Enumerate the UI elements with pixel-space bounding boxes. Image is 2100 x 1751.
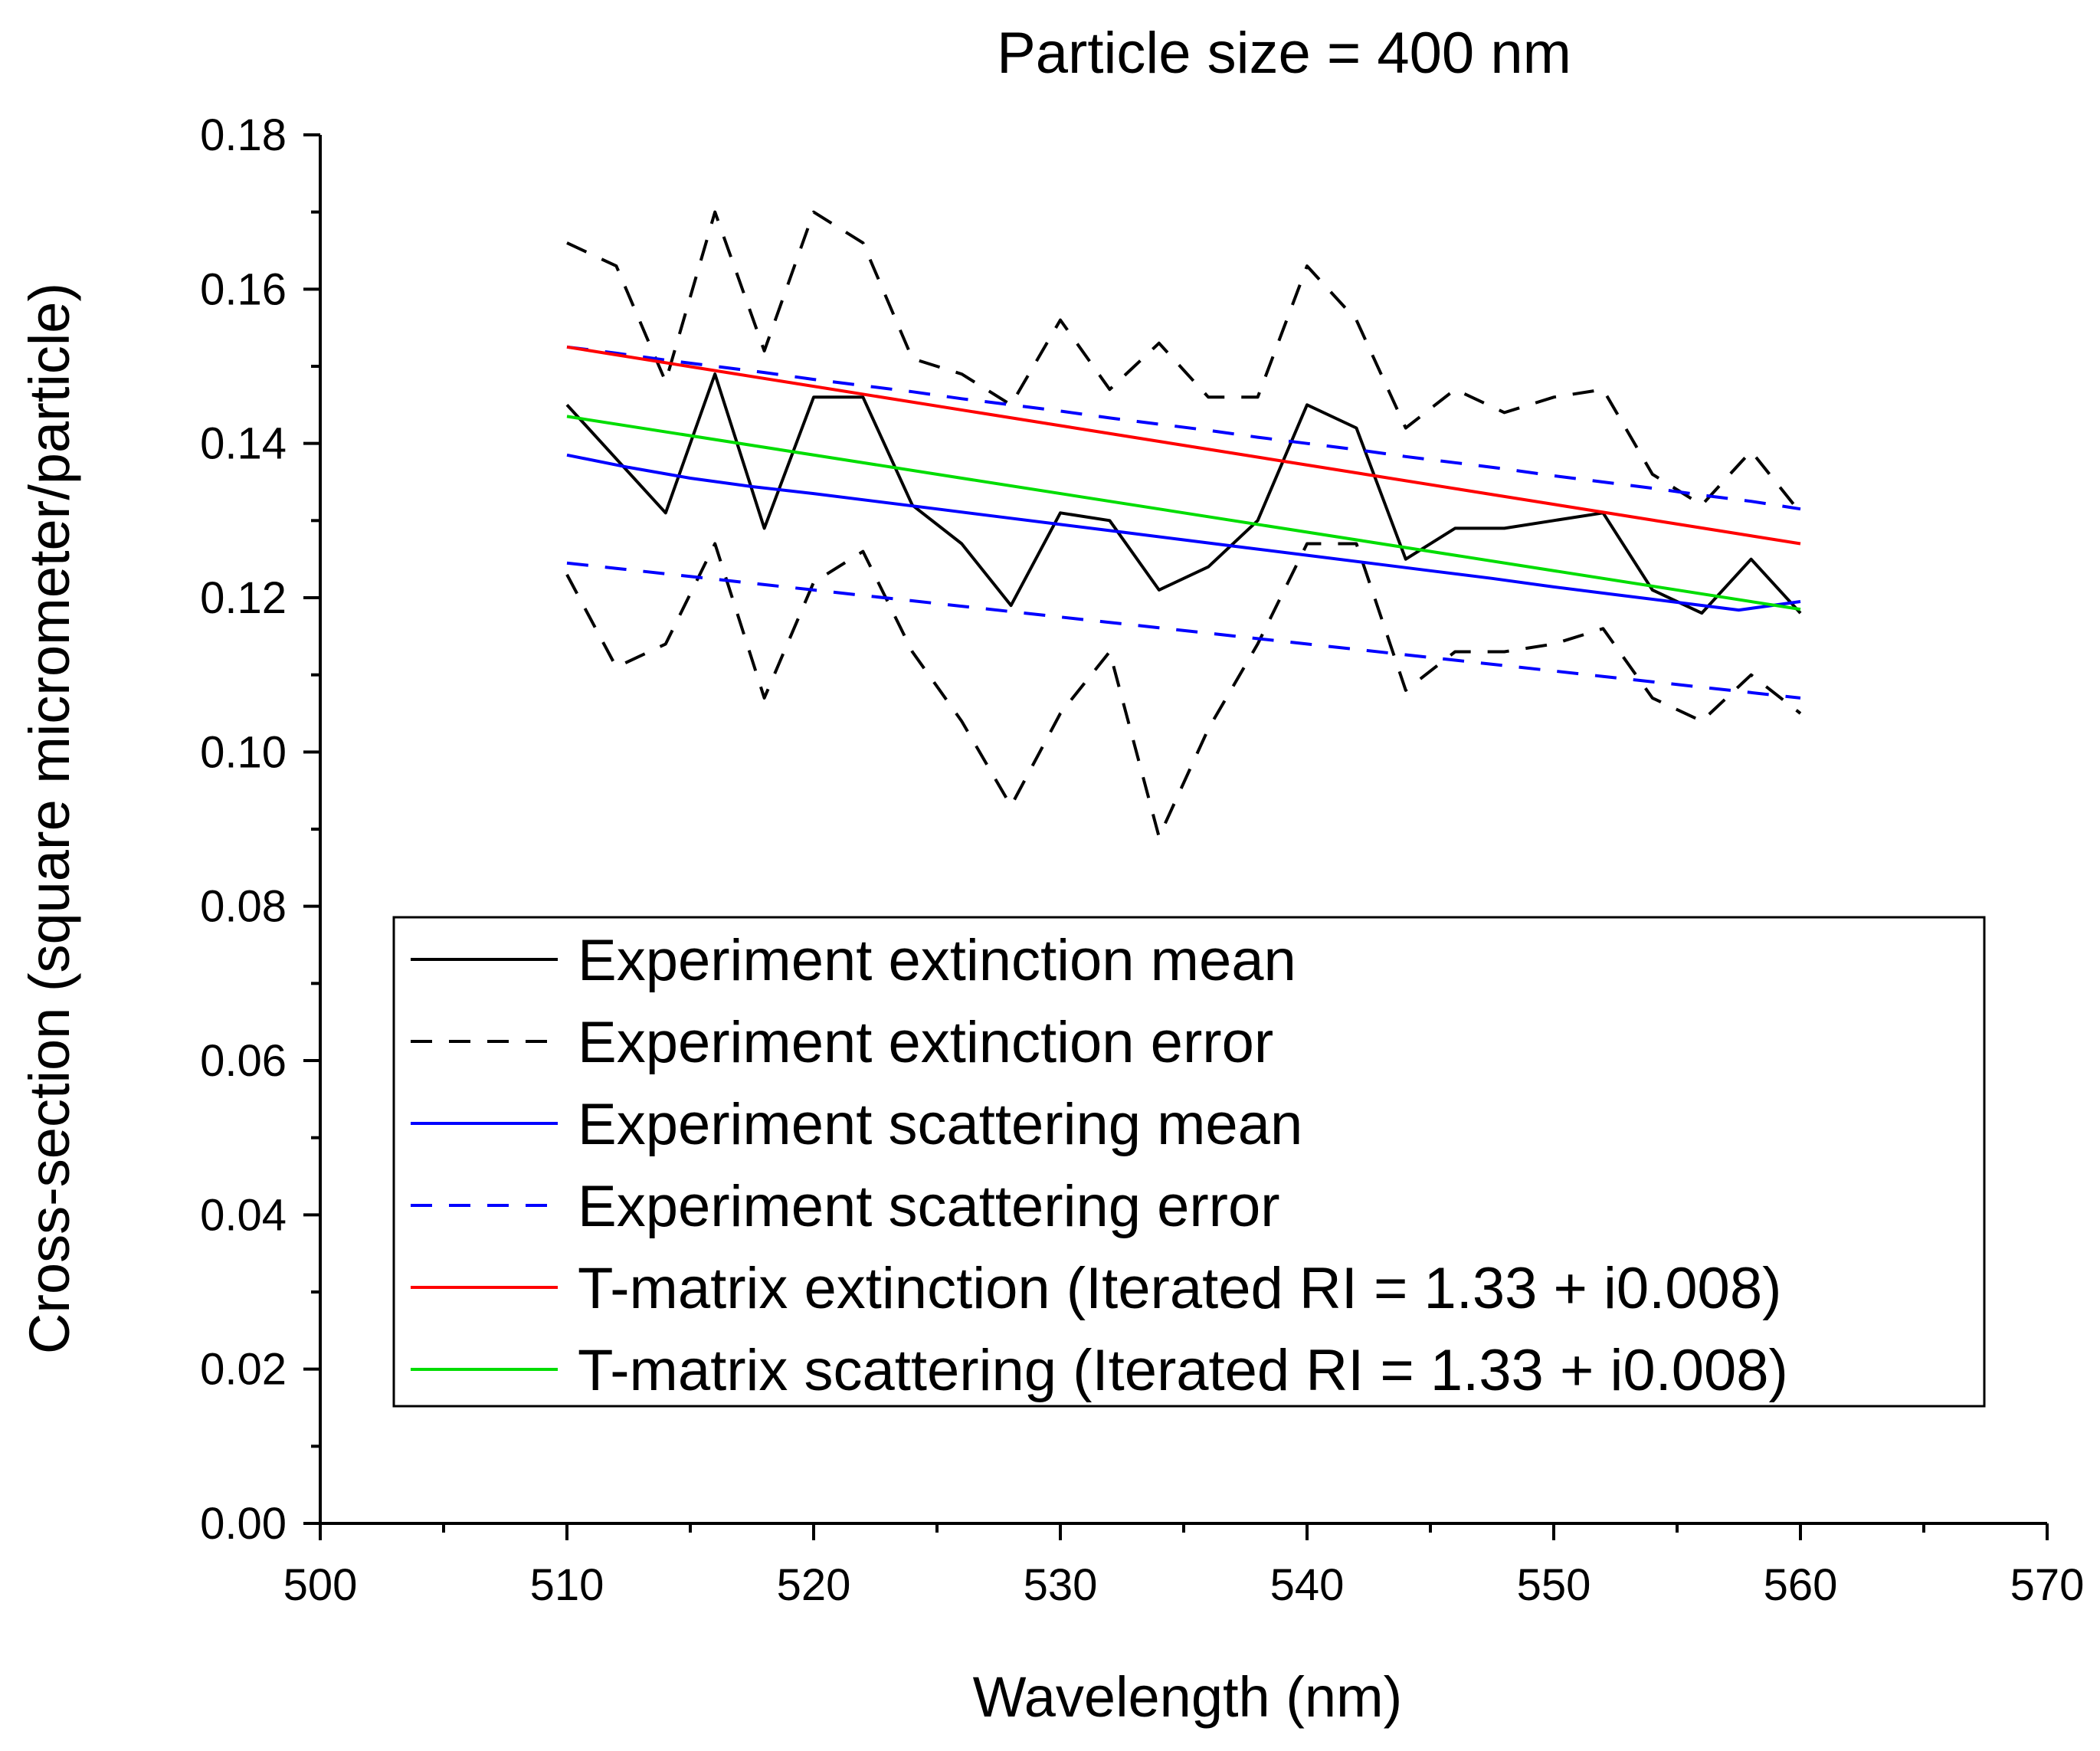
y-tick-label: 0.14 (200, 419, 287, 469)
series-line-7 (566, 415, 1801, 612)
y-tick-label: 0.16 (200, 264, 287, 314)
y-tick-label: 0.02 (200, 1345, 287, 1395)
y-tick-label: 0.12 (200, 573, 287, 623)
x-tick-label: 540 (1270, 1560, 1345, 1610)
series-layer (565, 210, 1802, 839)
series-line-6 (566, 345, 1801, 546)
legend-label: Experiment extinction error (578, 1010, 1273, 1075)
x-tick-label: 530 (1024, 1560, 1098, 1610)
axes: 0.00 0.02 0.04 0.06 0.08 0.10 0.12 0.14 0.16 0.18… (200, 110, 2084, 1610)
series-line-2 (565, 542, 1802, 839)
x-tick-label: 520 (777, 1560, 851, 1610)
y-tick-label: 0.10 (200, 727, 287, 777)
x-tick-label: 550 (1517, 1560, 1591, 1610)
x-tick-label: 510 (530, 1560, 604, 1610)
series-line-3 (566, 453, 1801, 612)
legend-label: T-matrix scattering (Iterated RI = 1.33 … (578, 1338, 1788, 1403)
y-tick-label: 0.00 (200, 1499, 287, 1549)
x-tick-label: 570 (2010, 1560, 2085, 1610)
legend-label: Experiment scattering mean (578, 1092, 1302, 1157)
x-tick-label: 500 (283, 1560, 358, 1610)
legend-box (392, 916, 1986, 1408)
y-axis-title: Cross-section (square micrometer/particl… (18, 283, 81, 1354)
y-tick-label: 0.18 (200, 110, 287, 160)
x-tick-label: 560 (1764, 1560, 1838, 1610)
y-tick-label: 0.08 (200, 882, 287, 932)
legend-label: Experiment scattering error (578, 1174, 1280, 1239)
series-line-1 (566, 210, 1802, 514)
legend-label: T-matrix extinction (Iterated RI = 1.33 … (578, 1256, 1781, 1321)
y-tick-label: 0.06 (200, 1036, 287, 1086)
x-axis-title: Wavelength (nm) (973, 1665, 1403, 1729)
y-tick-label: 0.04 (200, 1190, 287, 1240)
legend: Experiment extinction mean Experiment ext… (392, 916, 1986, 1408)
series-line-0 (565, 372, 1802, 615)
series-line-4 (566, 345, 1801, 511)
legend-label: Experiment extinction mean (578, 928, 1296, 993)
chart-title: Particle size = 400 nm (997, 21, 1571, 86)
series-line-5 (566, 561, 1801, 700)
